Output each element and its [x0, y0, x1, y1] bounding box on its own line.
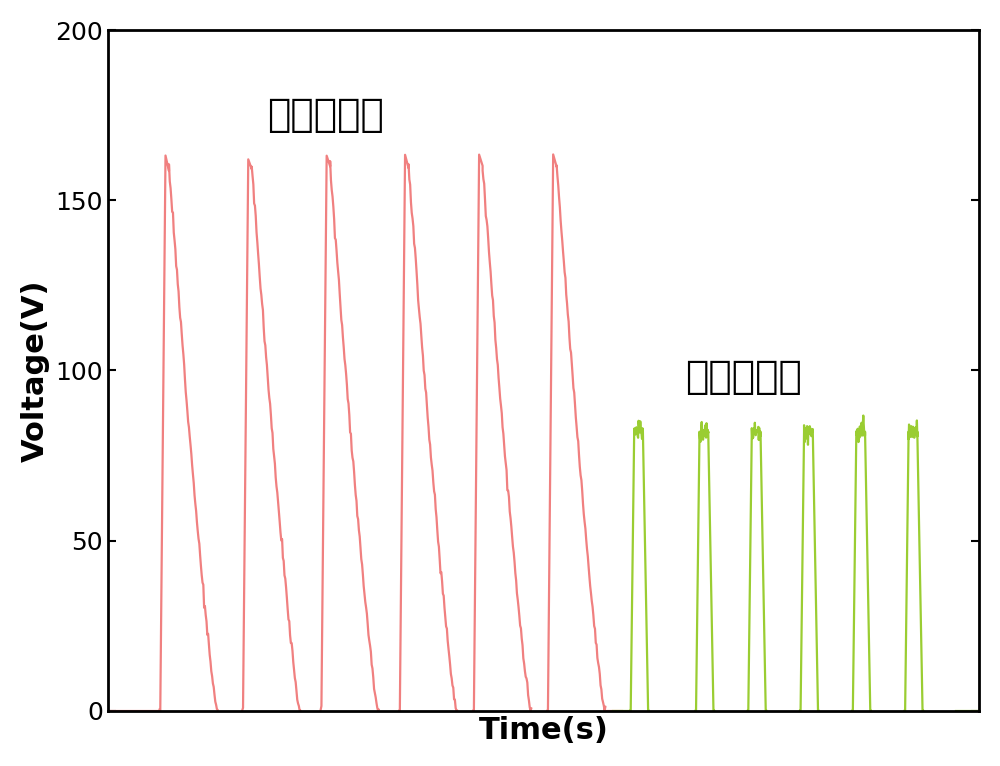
Y-axis label: Voltage(V): Voltage(V) — [21, 280, 50, 462]
Text: 自形貌薄膜: 自形貌薄膜 — [267, 97, 384, 134]
Text: 浇铸法薄膜: 浇铸法薄膜 — [686, 358, 802, 396]
X-axis label: Time(s): Time(s) — [479, 716, 609, 745]
